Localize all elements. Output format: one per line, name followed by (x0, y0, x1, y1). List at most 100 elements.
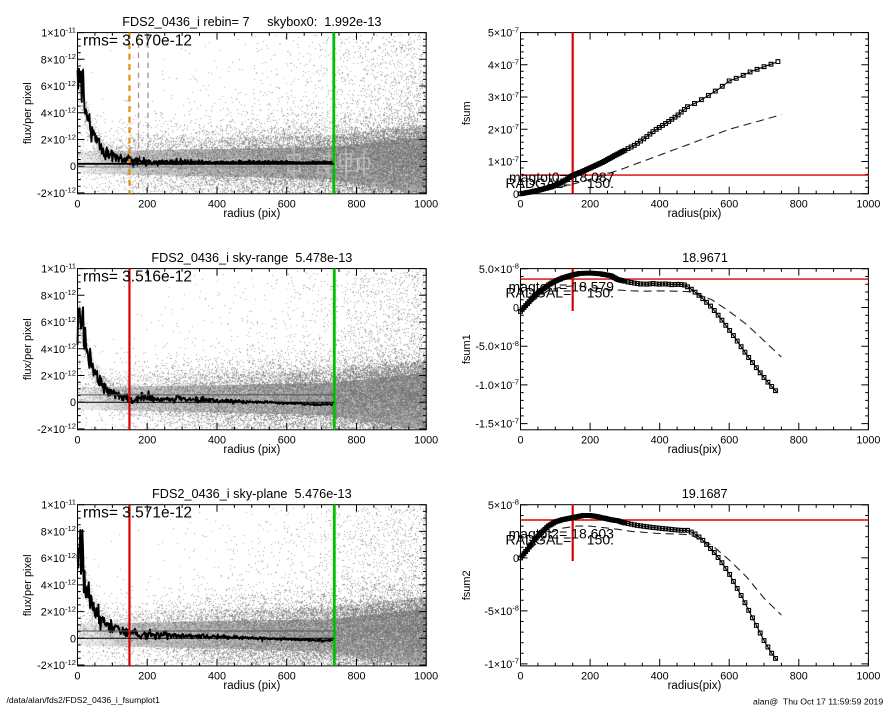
svg-text:600: 600 (720, 199, 738, 211)
svg-text:-5×10-8: -5×10-8 (484, 604, 519, 618)
svg-text:800: 800 (347, 671, 365, 683)
svg-text:radius (pix): radius (pix) (223, 208, 280, 220)
svg-text:rms= 3.670e-12: rms= 3.670e-12 (83, 33, 192, 50)
svg-text:600: 600 (278, 435, 296, 447)
svg-text:-5.0×10-8: -5.0×10-8 (475, 339, 519, 353)
svg-text:radius(pix): radius(pix) (668, 208, 722, 220)
svg-text:-1×10-7: -1×10-7 (484, 657, 519, 671)
svg-text:2×10-12: 2×10-12 (41, 604, 76, 618)
svg-text:19.1687: 19.1687 (682, 487, 728, 501)
svg-text:magtot0= 18.087: magtot0= 18.087 (509, 169, 615, 185)
svg-text:1000: 1000 (414, 199, 438, 211)
svg-text:radius (pix): radius (pix) (223, 444, 280, 456)
svg-text:600: 600 (278, 199, 296, 211)
svg-text:0: 0 (70, 633, 76, 645)
svg-text:6×10-12: 6×10-12 (41, 79, 76, 93)
svg-text:0: 0 (74, 671, 80, 683)
svg-text:400: 400 (651, 671, 669, 683)
svg-text:flux/per pixel: flux/per pixel (22, 82, 34, 144)
svg-text:5×10-7: 5×10-7 (488, 25, 519, 39)
svg-text:400: 400 (208, 435, 226, 447)
svg-text:2×10-7: 2×10-7 (488, 122, 519, 136)
svg-text:400: 400 (651, 435, 669, 447)
svg-text:fsum2: fsum2 (461, 570, 473, 600)
svg-text:rms= 3.571e-12: rms= 3.571e-12 (83, 505, 192, 522)
svg-text:1×10-7: 1×10-7 (488, 154, 519, 168)
svg-text:/data/alan/fds2/FDS2_0436_i_fs: /data/alan/fds2/FDS2_0436_i_fsumplot1 (7, 695, 161, 705)
svg-text:FDS2_0436_i sky-plane 5.476e-: FDS2_0436_i sky-plane 5.476e-13 (152, 487, 352, 501)
svg-text:800: 800 (790, 199, 808, 211)
svg-text:5.0×10-8: 5.0×10-8 (479, 262, 519, 276)
svg-text:200: 200 (581, 435, 599, 447)
svg-text:800: 800 (790, 671, 808, 683)
svg-text:flux/per pixel: flux/per pixel (22, 554, 34, 616)
svg-text:800: 800 (347, 435, 365, 447)
svg-text:800: 800 (790, 435, 808, 447)
svg-text:0: 0 (513, 303, 519, 315)
svg-text:magtot1= 18.579: magtot1= 18.579 (509, 278, 615, 294)
svg-text:400: 400 (651, 199, 669, 211)
svg-text:FDS2_0436_i rebin= 7 skybo: FDS2_0436_i rebin= 7 skybox0: 1.992e-13 (122, 15, 381, 29)
svg-text:800: 800 (347, 199, 365, 211)
svg-text:600: 600 (720, 671, 738, 683)
svg-text:fsum1: fsum1 (461, 334, 473, 364)
svg-text:radius(pix): radius(pix) (668, 680, 722, 692)
svg-text:radius (pix): radius (pix) (223, 680, 280, 692)
svg-text:600: 600 (278, 671, 296, 683)
svg-text:200: 200 (581, 671, 599, 683)
svg-text:0: 0 (517, 199, 523, 211)
svg-text:400: 400 (208, 199, 226, 211)
svg-text:6×10-12: 6×10-12 (41, 551, 76, 565)
svg-text:flux/per pixel: flux/per pixel (22, 318, 34, 380)
svg-text:alan@ Thu Oct 17 11:59:59 201: alan@ Thu Oct 17 11:59:59 2019 (753, 697, 883, 707)
svg-text:radius(pix): radius(pix) (668, 444, 722, 456)
svg-text:1000: 1000 (856, 199, 880, 211)
svg-text:1000: 1000 (414, 435, 438, 447)
svg-text:0: 0 (513, 553, 519, 565)
svg-text:3×10-7: 3×10-7 (488, 90, 519, 104)
svg-text:4×10-12: 4×10-12 (41, 578, 76, 592)
svg-text:1000: 1000 (856, 671, 880, 683)
svg-text:0: 0 (70, 397, 76, 409)
svg-text:1×10-11: 1×10-11 (41, 261, 76, 275)
svg-text:6×10-12: 6×10-12 (41, 315, 76, 329)
svg-text:rms= 3.516e-12: rms= 3.516e-12 (83, 269, 192, 286)
svg-text:-2×10-12: -2×10-12 (37, 422, 76, 436)
svg-text:0: 0 (74, 199, 80, 211)
svg-text:-1.0×10-7: -1.0×10-7 (475, 378, 519, 392)
svg-text:200: 200 (581, 199, 599, 211)
svg-text:200: 200 (138, 199, 156, 211)
svg-text:RADGAL= 150.: RADGAL= 150. (506, 285, 615, 301)
svg-text:-2×10-12: -2×10-12 (37, 658, 76, 672)
svg-text:4×10-7: 4×10-7 (488, 58, 519, 72)
svg-text:2×10-12: 2×10-12 (41, 132, 76, 146)
svg-text:18.9671: 18.9671 (682, 251, 728, 265)
svg-text:0: 0 (70, 161, 76, 173)
svg-text:fsum: fsum (461, 101, 473, 125)
svg-text:600: 600 (720, 435, 738, 447)
svg-text:1000: 1000 (856, 435, 880, 447)
svg-text:0: 0 (513, 189, 519, 201)
svg-text:1000: 1000 (414, 671, 438, 683)
svg-text:RADGAL= 150.: RADGAL= 150. (506, 175, 615, 191)
svg-text:200: 200 (138, 671, 156, 683)
svg-text:-1.5×10-7: -1.5×10-7 (475, 416, 519, 430)
svg-text:0: 0 (517, 671, 523, 683)
svg-text:FDS2_0436_i sky-range 5.478e-: FDS2_0436_i sky-range 5.478e-13 (151, 251, 352, 265)
svg-text:8×10-12: 8×10-12 (41, 524, 76, 538)
svg-text:200: 200 (138, 435, 156, 447)
svg-text:2×10-12: 2×10-12 (41, 368, 76, 382)
svg-text:8×10-12: 8×10-12 (41, 288, 76, 302)
svg-text:1×10-11: 1×10-11 (41, 498, 76, 512)
svg-text:1×10-11: 1×10-11 (41, 25, 76, 39)
svg-text:4×10-12: 4×10-12 (41, 106, 76, 120)
svg-text:400: 400 (208, 671, 226, 683)
svg-text:0: 0 (517, 435, 523, 447)
svg-text:5×10-8: 5×10-8 (488, 498, 519, 512)
svg-text:RADGAL= 150.: RADGAL= 150. (506, 532, 615, 548)
svg-text:-2×10-12: -2×10-12 (37, 186, 76, 200)
svg-text:magtot2= 18.603: magtot2= 18.603 (509, 526, 615, 542)
svg-text:0: 0 (74, 435, 80, 447)
svg-text:8×10-12: 8×10-12 (41, 52, 76, 66)
svg-text:4×10-12: 4×10-12 (41, 342, 76, 356)
